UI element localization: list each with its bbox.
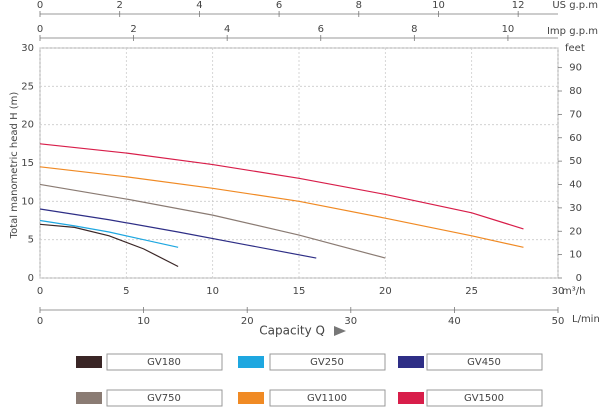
top-tick-label: 10 bbox=[502, 24, 515, 35]
series-line bbox=[39, 219, 179, 248]
right-tick-label: 60 bbox=[569, 133, 582, 144]
x2-tick-label: 20 bbox=[241, 316, 254, 327]
y-axis-label: Total manometric head H (m) bbox=[9, 92, 20, 240]
right-tick-label: 10 bbox=[569, 250, 582, 261]
y-tick-label: 25 bbox=[21, 81, 34, 92]
top-tick-label: 10 bbox=[432, 0, 445, 11]
right-axis-label: feet bbox=[565, 43, 585, 54]
legend-box bbox=[426, 389, 543, 407]
top-tick-label: 0 bbox=[37, 24, 43, 35]
right-tick-label: 70 bbox=[569, 109, 582, 120]
top-tick-label: 12 bbox=[512, 0, 525, 11]
x2-tick-label: 50 bbox=[552, 316, 565, 327]
right-tick-label: 90 bbox=[569, 63, 582, 74]
y-tick-label: 0 bbox=[28, 273, 34, 284]
legend-box bbox=[106, 353, 223, 371]
series-line bbox=[39, 166, 524, 248]
legend-swatch bbox=[238, 356, 264, 368]
y-tick-label: 10 bbox=[21, 196, 34, 207]
y-tick-label: 30 bbox=[21, 43, 34, 54]
right-tick-label: 80 bbox=[569, 86, 582, 97]
legend-swatch bbox=[398, 356, 424, 368]
series-line bbox=[39, 183, 386, 259]
right-tick-label: 20 bbox=[569, 226, 582, 237]
right-tick-label: 30 bbox=[569, 203, 582, 214]
top-tick-label: 2 bbox=[130, 24, 136, 35]
top-axis-label: US g.p.m bbox=[552, 0, 598, 11]
x-tick-label: 10 bbox=[206, 286, 219, 297]
top-tick-label: 8 bbox=[411, 24, 417, 35]
x2-tick-label: 30 bbox=[344, 316, 357, 327]
legend-label: GV750 bbox=[147, 393, 181, 404]
legend-label: GV450 bbox=[467, 357, 501, 368]
legend-box bbox=[269, 353, 386, 371]
x-tick-label: 5 bbox=[123, 286, 129, 297]
x-tick-label: 0 bbox=[37, 286, 43, 297]
legend-box bbox=[269, 389, 386, 407]
x-axis-label: Capacity Q bbox=[259, 324, 325, 338]
top-tick-label: 0 bbox=[37, 0, 43, 11]
legend-label: GV1100 bbox=[307, 393, 347, 404]
legend-box bbox=[106, 389, 223, 407]
y-tick-label: 15 bbox=[21, 158, 34, 169]
x-unit: m³/h bbox=[562, 286, 585, 297]
legend-swatch bbox=[76, 392, 102, 404]
top-tick-label: 4 bbox=[224, 24, 230, 35]
legend-label: GV1500 bbox=[464, 393, 504, 404]
x2-tick-label: 10 bbox=[137, 316, 150, 327]
right-tick-label: 50 bbox=[569, 156, 582, 167]
top-tick-label: 8 bbox=[356, 0, 362, 11]
legend-swatch bbox=[238, 392, 264, 404]
x-tick-label: 25 bbox=[465, 286, 478, 297]
series-line bbox=[39, 208, 317, 259]
series-line bbox=[39, 143, 524, 230]
x-tick-label: 20 bbox=[379, 286, 392, 297]
x2-tick-label: 40 bbox=[448, 316, 461, 327]
legend-box bbox=[426, 353, 543, 371]
x2-tick-label: 0 bbox=[37, 316, 43, 327]
x-tick-label: 15 bbox=[293, 286, 306, 297]
top-axis-label: Imp g.p.m bbox=[547, 26, 598, 37]
legend-label: GV250 bbox=[310, 357, 344, 368]
top-tick-label: 4 bbox=[196, 0, 202, 11]
top-tick-label: 6 bbox=[276, 0, 282, 11]
legend-label: GV180 bbox=[147, 357, 181, 368]
x-tick-label: 30 bbox=[552, 286, 565, 297]
legend-swatch bbox=[76, 356, 102, 368]
top-tick-label: 2 bbox=[117, 0, 123, 11]
y-tick-label: 5 bbox=[28, 235, 34, 246]
top-tick-label: 6 bbox=[318, 24, 324, 35]
x2-unit: L/min bbox=[572, 314, 600, 325]
right-tick-label: 40 bbox=[569, 180, 582, 191]
y-tick-label: 20 bbox=[21, 120, 34, 131]
legend-swatch bbox=[398, 392, 424, 404]
right-tick-label: 0 bbox=[576, 273, 582, 284]
arrow bbox=[334, 326, 346, 336]
series-line bbox=[39, 223, 179, 268]
